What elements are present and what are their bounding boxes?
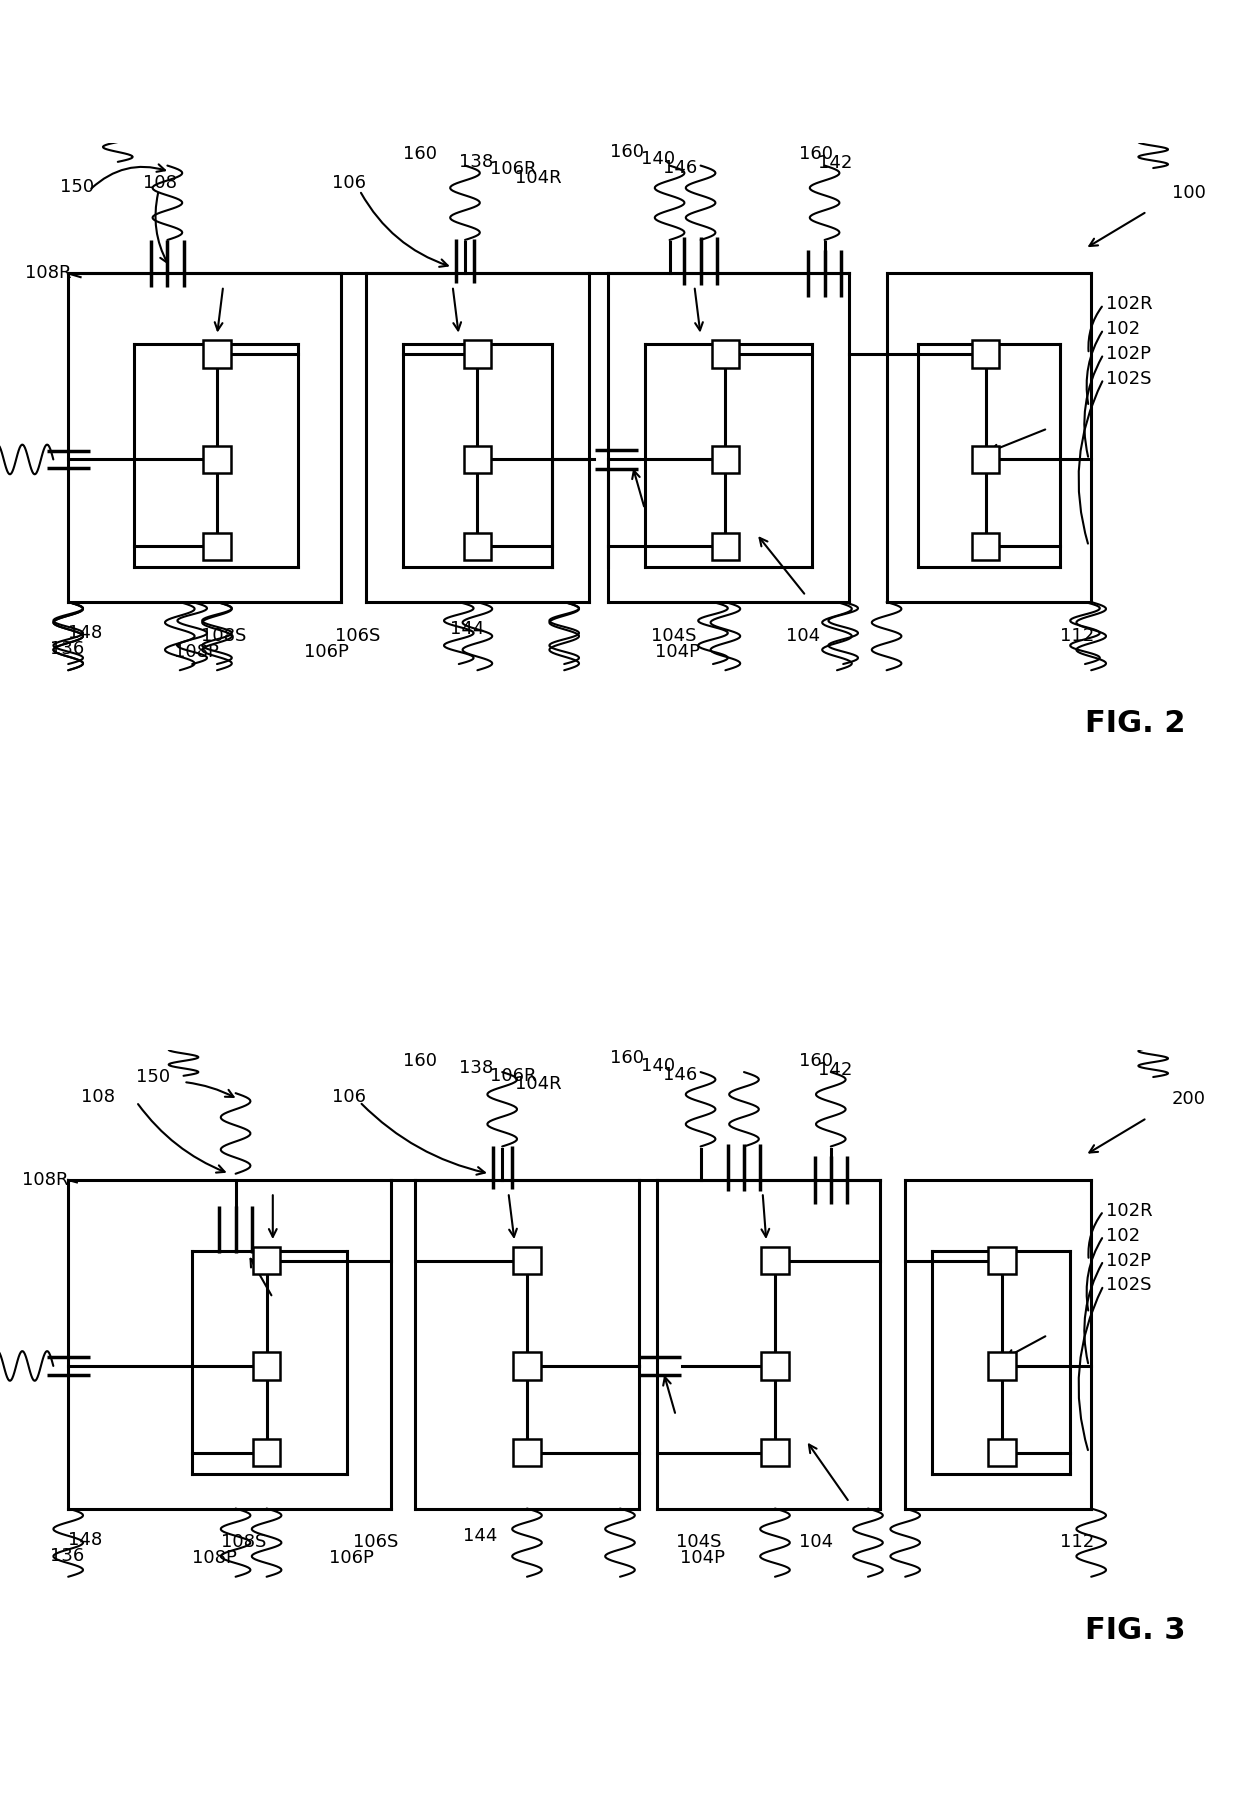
Text: 108: 108 xyxy=(143,174,176,192)
Text: 160: 160 xyxy=(610,143,644,161)
Text: 102P: 102P xyxy=(1106,344,1151,363)
Text: 102P: 102P xyxy=(1106,1251,1151,1269)
Text: 136: 136 xyxy=(50,640,84,658)
Text: 108P: 108P xyxy=(192,1548,237,1566)
Bar xyxy=(972,533,999,560)
Text: 104P: 104P xyxy=(680,1548,724,1566)
Text: 102R: 102R xyxy=(1106,1202,1153,1220)
Text: 108R: 108R xyxy=(25,265,71,283)
Text: 112: 112 xyxy=(1060,1534,1095,1552)
Text: 160: 160 xyxy=(799,1052,832,1070)
Bar xyxy=(988,1247,1016,1275)
Text: 108S: 108S xyxy=(201,627,247,645)
Text: 106S: 106S xyxy=(335,627,381,645)
Text: 108P: 108P xyxy=(174,642,218,660)
Text: 104P: 104P xyxy=(655,642,699,660)
Text: 140: 140 xyxy=(641,150,676,169)
Bar xyxy=(203,341,231,368)
Text: 108: 108 xyxy=(81,1088,114,1106)
Text: 104S: 104S xyxy=(676,1534,722,1552)
Bar xyxy=(988,1440,1016,1467)
Bar xyxy=(988,1352,1016,1380)
Text: 146: 146 xyxy=(663,1066,698,1084)
Text: 102S: 102S xyxy=(1106,1276,1152,1294)
Text: 138: 138 xyxy=(459,152,494,170)
Text: 102R: 102R xyxy=(1106,296,1153,314)
Text: 160: 160 xyxy=(610,1050,644,1068)
Text: 148: 148 xyxy=(68,624,103,642)
Text: 146: 146 xyxy=(663,160,698,178)
Text: 102: 102 xyxy=(1106,321,1141,339)
Text: 138: 138 xyxy=(459,1059,494,1077)
Text: 148: 148 xyxy=(68,1530,103,1548)
Text: 106R: 106R xyxy=(490,1066,536,1084)
Bar xyxy=(972,341,999,368)
Text: 104S: 104S xyxy=(651,627,697,645)
Bar xyxy=(513,1352,541,1380)
Bar xyxy=(253,1440,280,1467)
Bar xyxy=(253,1352,280,1380)
Text: 136: 136 xyxy=(50,1546,84,1565)
Text: 106R: 106R xyxy=(490,160,536,178)
Bar xyxy=(464,341,491,368)
Text: 160: 160 xyxy=(403,145,436,163)
Text: 104: 104 xyxy=(799,1534,833,1552)
Text: 106: 106 xyxy=(332,174,366,192)
Bar xyxy=(712,446,739,473)
Text: 106S: 106S xyxy=(353,1534,399,1552)
Text: 108R: 108R xyxy=(22,1171,68,1189)
Bar xyxy=(761,1247,789,1275)
Text: 144: 144 xyxy=(463,1527,497,1545)
Bar xyxy=(712,341,739,368)
Text: 112: 112 xyxy=(1060,627,1095,645)
Text: 106P: 106P xyxy=(304,642,348,660)
Text: 104R: 104R xyxy=(515,169,562,187)
Bar xyxy=(712,533,739,560)
Bar xyxy=(253,1247,280,1275)
Bar xyxy=(761,1352,789,1380)
Text: 102S: 102S xyxy=(1106,370,1152,388)
Text: 108S: 108S xyxy=(221,1534,267,1552)
Text: 150: 150 xyxy=(136,1068,171,1086)
Text: 142: 142 xyxy=(818,154,853,172)
Text: 106P: 106P xyxy=(329,1548,373,1566)
Bar xyxy=(761,1440,789,1467)
Bar xyxy=(203,533,231,560)
Text: 104: 104 xyxy=(786,627,821,645)
Text: 144: 144 xyxy=(450,620,485,638)
Text: 160: 160 xyxy=(799,145,832,163)
Text: 200: 200 xyxy=(1172,1090,1205,1108)
Text: 104R: 104R xyxy=(515,1075,562,1093)
Text: 106: 106 xyxy=(332,1088,366,1106)
Text: 102: 102 xyxy=(1106,1227,1141,1246)
Bar xyxy=(203,446,231,473)
Bar xyxy=(513,1247,541,1275)
Bar xyxy=(513,1440,541,1467)
Text: 142: 142 xyxy=(818,1061,853,1079)
Text: FIG. 2: FIG. 2 xyxy=(1085,709,1185,738)
Bar xyxy=(464,533,491,560)
Text: FIG. 3: FIG. 3 xyxy=(1085,1615,1185,1644)
Text: 150: 150 xyxy=(60,178,94,196)
Text: 160: 160 xyxy=(403,1052,436,1070)
Bar xyxy=(464,446,491,473)
Text: 140: 140 xyxy=(641,1057,676,1075)
Bar xyxy=(972,446,999,473)
Text: 100: 100 xyxy=(1172,183,1205,201)
